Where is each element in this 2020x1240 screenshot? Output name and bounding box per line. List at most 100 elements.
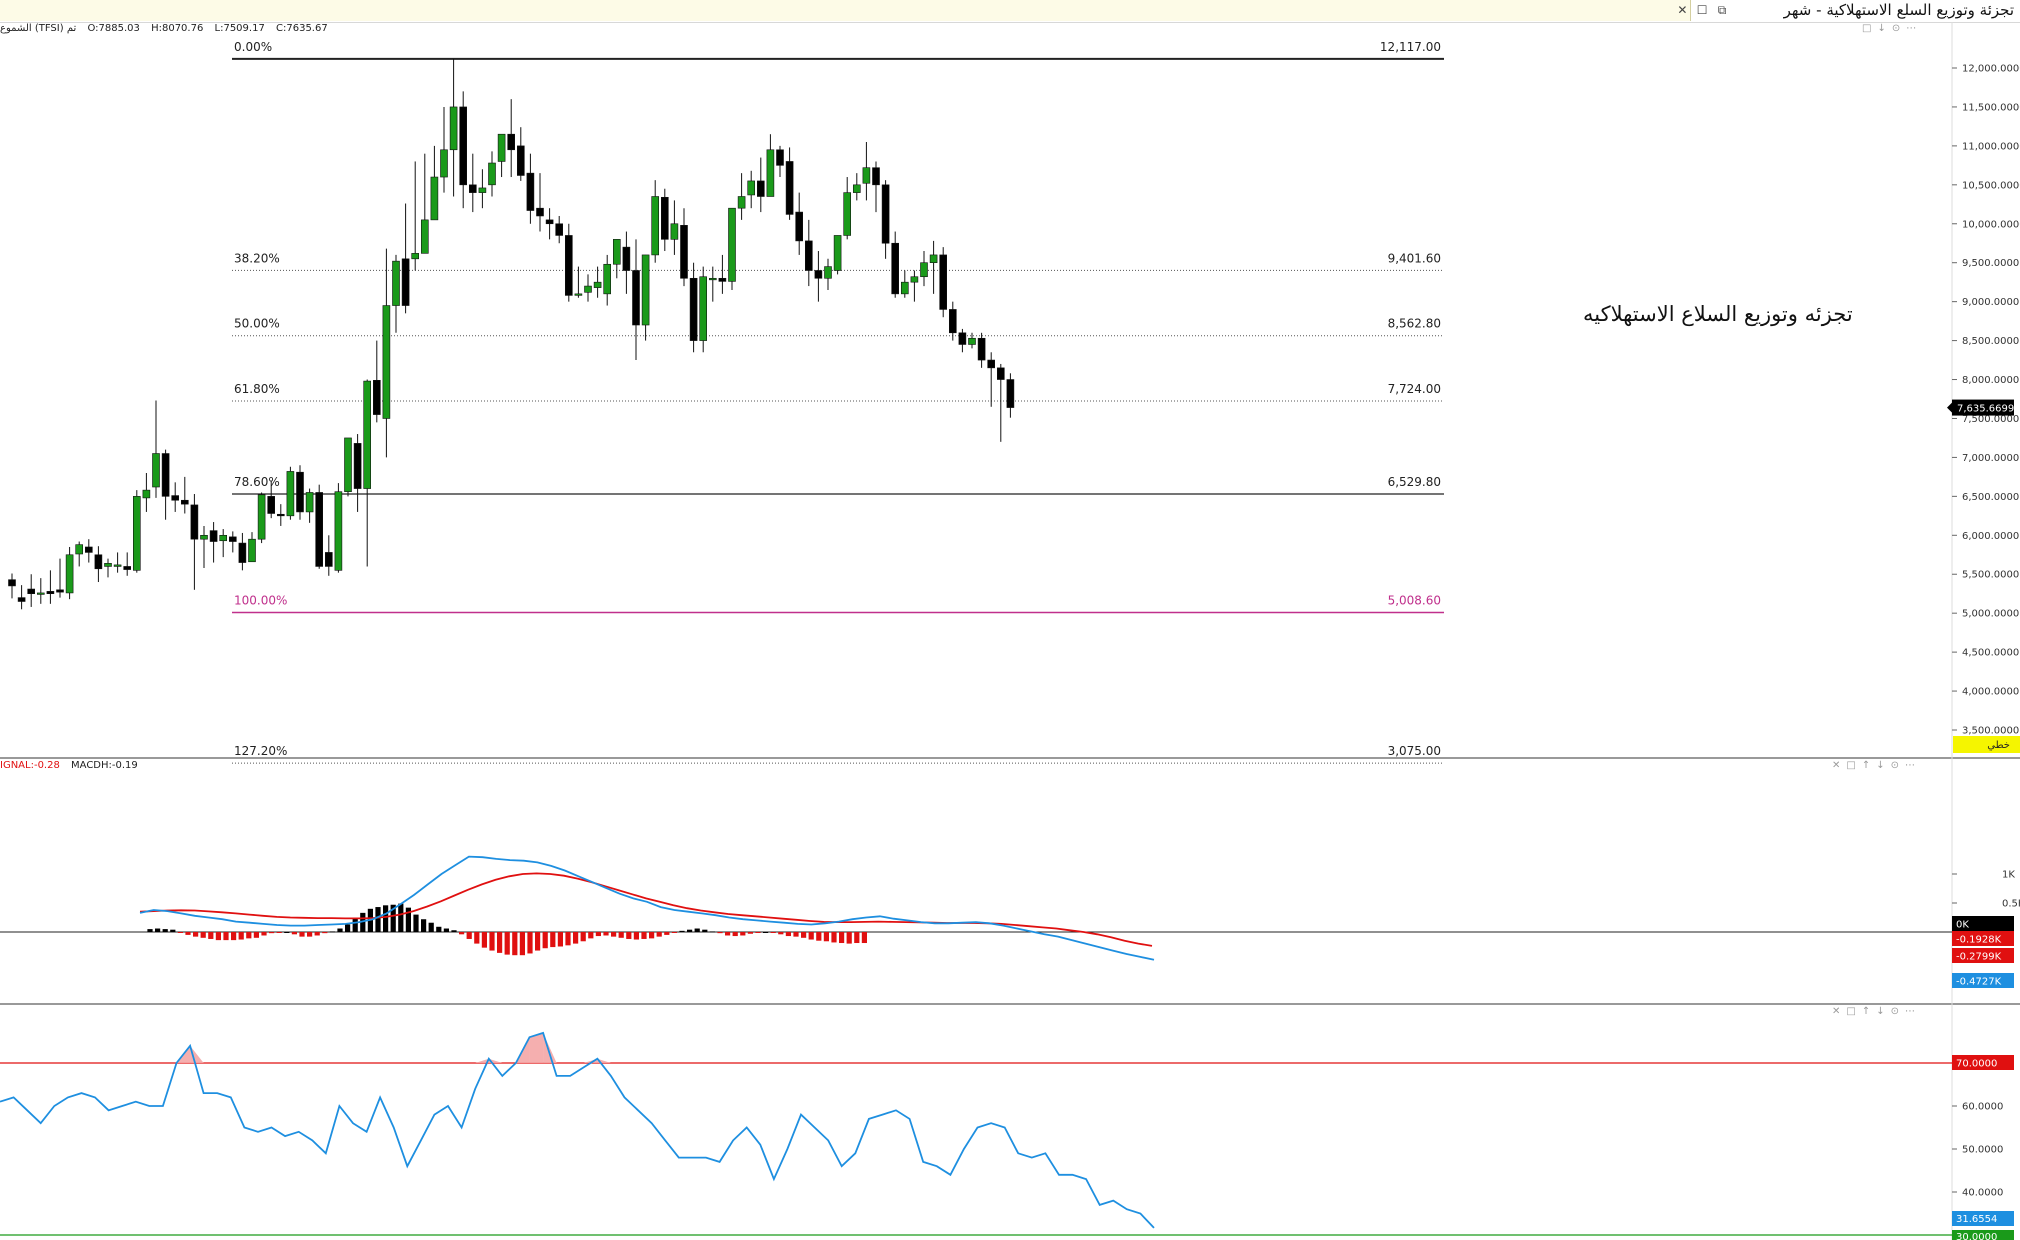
candle: [718, 277, 727, 282]
last-price-badge-arrow: [1947, 402, 1952, 413]
candle: [229, 536, 237, 542]
candle: [641, 254, 650, 326]
candle: [680, 225, 688, 279]
y-tick-label: 9,500.0000: [1962, 258, 2019, 269]
y-tick-label: 10,500.0000: [1962, 180, 2020, 191]
y-tick-label: 10,000.0000: [1962, 219, 2020, 230]
candle: [85, 546, 93, 553]
more-icon[interactable]: ⋯: [1905, 760, 1922, 771]
candle: [238, 542, 247, 563]
high-value: H:8070.76: [151, 23, 204, 34]
fib-value-label: 3,075.00: [1388, 744, 1441, 758]
macd-histogram-bar: [732, 932, 738, 937]
macd-histogram-bar: [307, 932, 313, 937]
macd-histogram-bar: [238, 932, 244, 940]
macd-histogram-bar: [755, 932, 761, 933]
fib-pct-label: 100.00%: [234, 594, 287, 608]
open-value: O:7885.03: [87, 23, 140, 34]
down-icon[interactable]: ↓: [1876, 1006, 1891, 1017]
macd-histogram-bar: [398, 903, 404, 932]
macd-histogram-bar: [497, 932, 503, 953]
last-price-value: 7,635.6699: [1957, 404, 2014, 415]
candle: [430, 176, 439, 221]
candle: [920, 262, 928, 278]
title-bar-tabstrip: [0, 0, 1691, 21]
price-pane-tools: □↓⊙⋯: [1862, 22, 1922, 36]
macd-histogram-bar: [527, 932, 533, 954]
macd-value-label: -0.4727K: [1956, 977, 2002, 988]
candle: [286, 471, 295, 517]
candle: [123, 566, 131, 570]
candle: [411, 253, 420, 260]
candle: [555, 223, 564, 236]
macd-histogram-bar: [861, 932, 867, 944]
macd-histogram-bar: [519, 932, 525, 956]
fib-value-label: 12,117.00: [1380, 40, 1441, 54]
macd-histogram-bar: [223, 932, 229, 941]
macd-histogram-bar: [618, 932, 624, 938]
macd-histogram-bar: [474, 932, 480, 944]
settings-icon[interactable]: ⊙: [1891, 23, 1907, 34]
macd-histogram-bar: [451, 930, 457, 932]
macd-histogram-bar: [740, 932, 746, 936]
macd-histogram-bar: [580, 932, 586, 942]
maximize-icon[interactable]: □: [1862, 23, 1878, 34]
ohlc-readout: الشموع (TFSI) تم O:7885.03 H:8070.76 L:7…: [0, 22, 336, 36]
close-icon[interactable]: ✕: [1832, 1006, 1847, 1017]
y-tick-label: 9,000.0000: [1962, 297, 2019, 308]
candle: [689, 277, 698, 341]
candle: [881, 184, 890, 244]
candle: [344, 437, 352, 492]
rsi-level-label: 70.0000: [1956, 1059, 1997, 1070]
maximize-icon[interactable]: □: [1846, 1006, 1862, 1017]
candle: [593, 281, 602, 288]
window-controls: ✕ ☐ ⧉: [1674, 0, 1730, 21]
fib-value-label: 8,562.80: [1388, 317, 1441, 331]
candle: [766, 149, 775, 197]
down-icon[interactable]: ↓: [1876, 760, 1891, 771]
restore-icon[interactable]: ⧉: [1717, 3, 1727, 17]
candle: [814, 270, 823, 279]
macd-histogram-bar: [801, 932, 807, 938]
fib-pct-label: 127.20%: [234, 744, 287, 758]
candle: [113, 564, 122, 567]
candle: [584, 285, 592, 293]
macd-histogram-bar: [573, 932, 579, 944]
macd-histogram-bar: [177, 932, 183, 933]
candle: [1006, 379, 1015, 408]
close-icon[interactable]: ✕: [1832, 760, 1847, 771]
settings-icon[interactable]: ⊙: [1890, 760, 1906, 771]
up-icon[interactable]: ↑: [1861, 1006, 1877, 1017]
candle: [353, 443, 362, 489]
macd-histogram-bar: [694, 928, 700, 932]
candle: [564, 235, 573, 296]
maximize-icon[interactable]: ☐: [1696, 3, 1708, 17]
more-icon[interactable]: ⋯: [1906, 23, 1923, 34]
y-tick-label: 8,500.0000: [1962, 336, 2019, 347]
settings-icon[interactable]: ⊙: [1890, 1006, 1906, 1017]
down-icon[interactable]: ↓: [1877, 23, 1892, 34]
candle: [728, 207, 736, 282]
y-tick-label: 5,500.0000: [1962, 570, 2019, 581]
macd-histogram-bar: [626, 932, 632, 939]
macd-histogram-bar: [322, 932, 328, 934]
histogram-legend: MACDH:-0.19: [71, 760, 138, 771]
rsi-line: [0, 1031, 1155, 1229]
close-icon[interactable]: ✕: [1677, 3, 1688, 17]
macd-histogram-bar: [489, 932, 495, 951]
macd-histogram-bar: [633, 932, 639, 940]
macd-histogram-bar: [215, 932, 221, 941]
more-icon[interactable]: ⋯: [1905, 1006, 1922, 1017]
maximize-icon[interactable]: □: [1846, 760, 1862, 771]
rsi-level-label: 30.0000: [1956, 1232, 1997, 1240]
rsi-overbought-fill: [543, 1032, 557, 1063]
y-tick-label: 5,000.0000: [1962, 609, 2019, 620]
up-icon[interactable]: ↑: [1861, 760, 1877, 771]
rsi-tick-label: 60.0000: [1962, 1102, 2003, 1113]
candle: [449, 106, 458, 151]
title-bar: ✕ ☐ ⧉ تجزئة وتوزيع السلع الاستهلاكية - ش…: [0, 0, 2020, 23]
macd-line: [139, 855, 1155, 961]
macd-histogram-bar: [390, 904, 396, 932]
candle: [785, 161, 794, 215]
